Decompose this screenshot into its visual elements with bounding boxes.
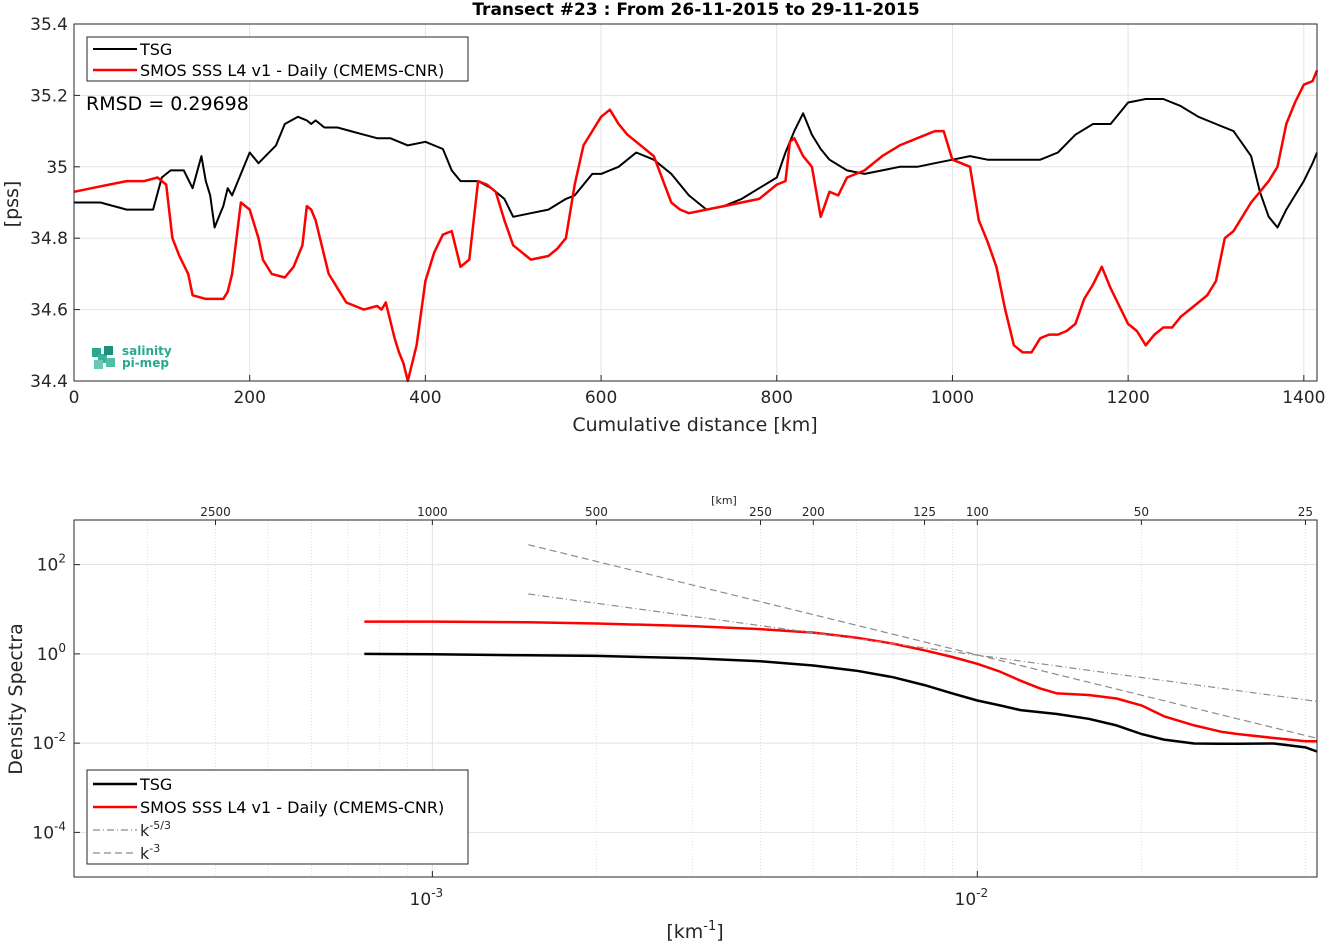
top-tick-label: 500 [585, 505, 608, 519]
legend-label-exp: -5/3 [149, 819, 171, 832]
x-tick-label-base: 10 [410, 890, 432, 910]
figure-title: Transect #23 : From 26-11-2015 to 29-11-… [472, 0, 919, 20]
y-tick-label-exp: 2 [58, 552, 66, 566]
transect-series-group [73, 69, 1319, 383]
logo-mark [106, 358, 115, 367]
transect-axes-box [73, 23, 1318, 382]
spectra-x-axis-label: [km-1] [666, 919, 723, 942]
series-line-smos [73, 69, 1319, 383]
y-tick-label-exp: -4 [54, 819, 66, 833]
y-tick-label: 35.4 [30, 15, 68, 35]
y-tick-label-exp: 0 [58, 641, 66, 655]
x-tick-label: 1000 [931, 388, 974, 408]
logo-text-line-1: salinity [122, 344, 172, 358]
series-line-tsg [74, 98, 1318, 229]
top-tick-label: 125 [913, 505, 936, 519]
y-tick-label: 35.2 [30, 86, 68, 106]
y-tick-label-base: 10 [32, 823, 54, 843]
series-line-smos [364, 620, 1317, 743]
spectra-y-axis-label: Density Spectra [5, 623, 27, 774]
top-tick-label: 250 [749, 505, 772, 519]
y-tick-label: 34.4 [30, 372, 68, 392]
x-tick-label-base: 10 [955, 890, 977, 910]
legend-label: k-3 [140, 842, 160, 863]
spectra-top-axis-label: [km] [711, 494, 737, 507]
x-tick-label: 800 [761, 388, 793, 408]
y-tick-label: 102 [37, 552, 66, 576]
x-tick-label: 400 [409, 388, 441, 408]
x-tick-label: 200 [233, 388, 265, 408]
y-tick-label-base: 10 [37, 645, 59, 665]
top-tick-label: 1000 [417, 505, 448, 519]
top-tick-label: 2500 [200, 505, 231, 519]
legend-label: k-5/3 [140, 819, 171, 840]
x-tick-label: 1200 [1107, 388, 1150, 408]
spectra-x-label-base: [km [666, 921, 703, 942]
series-line-tsg [364, 652, 1318, 753]
spectra-axes-box [73, 519, 1318, 878]
transect-chart: [pss] Cumulative distance [km] salinity … [1, 15, 1325, 436]
y-tick-label: 35 [46, 158, 68, 178]
reference-line-k-3 [528, 544, 1318, 739]
spectra-chart: Density Spectra [km-1] [km] 10-3 10-210-4… [5, 494, 1318, 943]
y-tick-label-exp: -2 [54, 730, 66, 744]
rmsd-annotation: RMSD = 0.29698 [86, 93, 249, 115]
x-tick-label: 0 [69, 388, 80, 408]
legend-label-base: k [140, 844, 150, 863]
y-tick-label-base: 10 [32, 734, 54, 754]
x-tick-label: 10-3 [410, 886, 444, 910]
x-tick-label-exp: -3 [431, 886, 443, 900]
x-tick-label-exp: -2 [976, 886, 988, 900]
transect-legend: TSG SMOS SSS L4 v1 - Daily (CMEMS-CNR) [86, 36, 469, 82]
transect-y-axis-label: [pss] [1, 181, 23, 228]
top-tick-label: 25 [1298, 505, 1313, 519]
transect-x-axis-label: Cumulative distance [km] [572, 414, 817, 436]
legend-label-base: k [140, 821, 150, 840]
x-tick-label: 10-2 [955, 886, 989, 910]
top-tick-label: 50 [1134, 505, 1149, 519]
y-tick-label: 10-2 [32, 730, 66, 754]
top-tick-label: 200 [802, 505, 825, 519]
legend-label: SMOS SSS L4 v1 - Daily (CMEMS-CNR) [140, 61, 444, 80]
salinity-pi-mep-logo: salinity pi-mep [92, 344, 172, 370]
logo-mark [104, 346, 113, 355]
logo-text-line-2: pi-mep [122, 356, 169, 370]
top-tick-label: 100 [966, 505, 989, 519]
x-tick-label: 1400 [1282, 388, 1325, 408]
legend-box [86, 769, 469, 865]
y-tick-label: 10-4 [32, 819, 66, 843]
legend-label: TSG [139, 775, 172, 794]
spectra-x-label-end: ] [716, 921, 723, 942]
y-tick-label-base: 10 [37, 556, 59, 576]
logo-mark [94, 360, 103, 369]
y-tick-label: 34.6 [30, 301, 68, 321]
y-tick-label: 100 [37, 641, 66, 665]
legend-label: SMOS SSS L4 v1 - Daily (CMEMS-CNR) [140, 798, 444, 817]
reference-line-k-5-3 [528, 593, 1318, 702]
spectra-x-label-exp: -1 [703, 919, 716, 934]
legend-label-exp: -3 [149, 842, 160, 855]
legend-box [86, 36, 469, 82]
x-tick-label: 600 [585, 388, 617, 408]
legend-label: TSG [139, 40, 172, 59]
logo-mark [98, 354, 107, 363]
y-tick-label: 34.8 [30, 229, 68, 249]
logo-mark [92, 348, 101, 357]
spectra-series-group [364, 544, 1318, 753]
